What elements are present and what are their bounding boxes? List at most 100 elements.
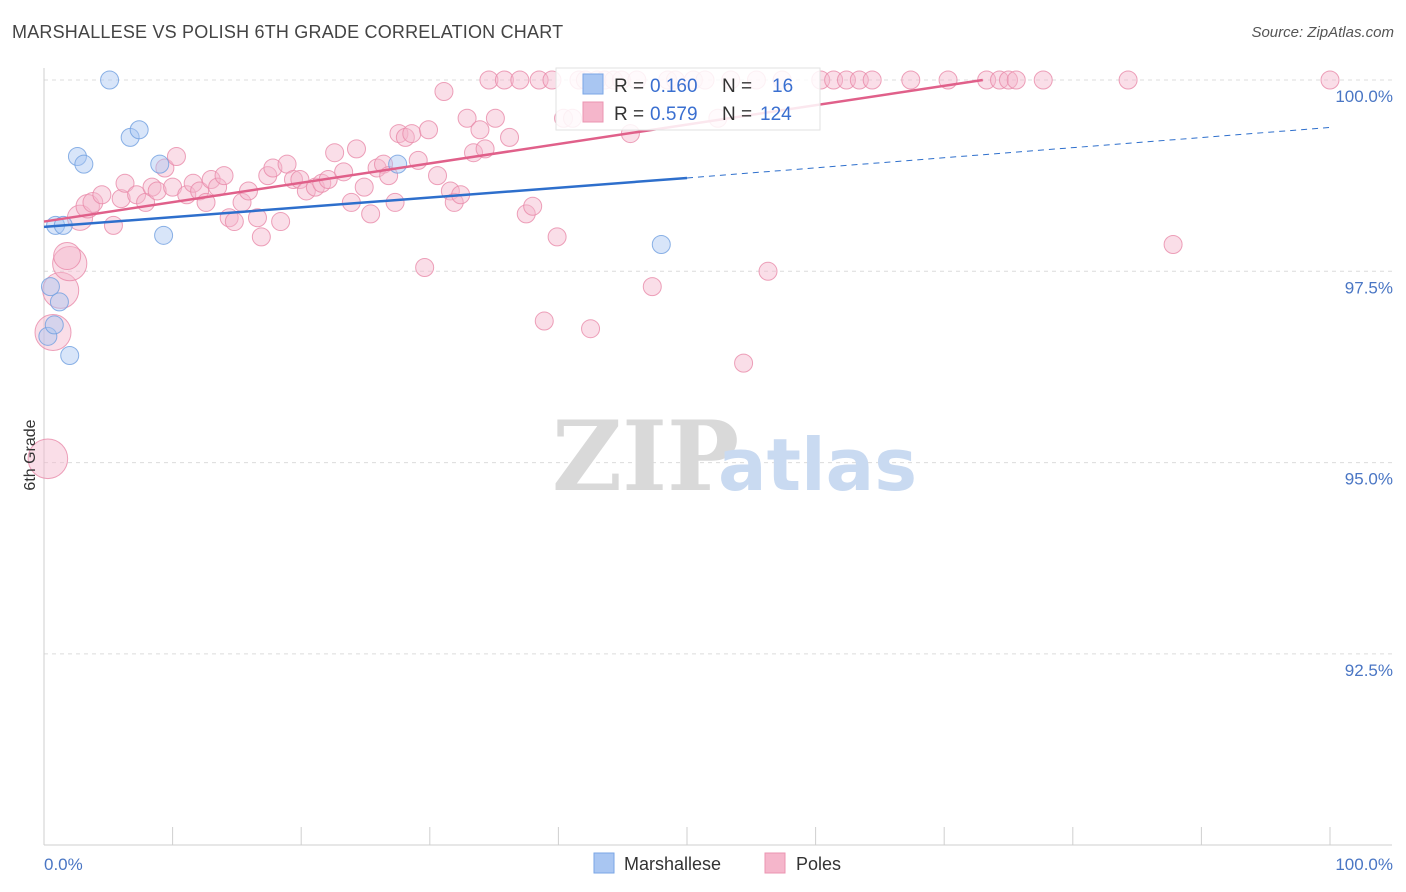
point-poles [479, 70, 499, 90]
point-marshallese [100, 70, 120, 90]
point-marshallese [74, 154, 94, 174]
stats-r-label-poles: R = [614, 104, 644, 125]
point-poles [155, 158, 175, 178]
point-poles [901, 70, 921, 90]
point-poles [415, 257, 435, 277]
stats-box: R = 0.160 N = 16 R = 0.579 N = 124 [555, 67, 821, 131]
point-marshallese [388, 154, 408, 174]
point-poles [862, 70, 882, 90]
point-poles [52, 246, 88, 282]
point-marshallese [150, 154, 170, 174]
point-poles [642, 277, 662, 297]
stats-n-label-poles: N = [722, 104, 752, 125]
point-poles [111, 189, 131, 209]
watermark-zip: ZIP [552, 400, 739, 513]
trend-line-marshallese-extension [686, 126, 1331, 179]
point-poles [470, 120, 490, 140]
point-marshallese [67, 147, 87, 167]
legend: Marshallese Poles [593, 852, 841, 874]
watermark-atlas: atlas [718, 423, 917, 507]
point-poles [92, 185, 112, 205]
y-tick-label: 100.0% [1335, 87, 1393, 106]
point-poles [758, 261, 778, 281]
point-poles [27, 438, 69, 480]
stats-n-label-marshallese: N = [722, 76, 752, 97]
point-poles [346, 139, 366, 159]
point-poles [190, 181, 210, 201]
point-poles [183, 173, 203, 193]
trend-lines [43, 78, 1331, 229]
point-poles [214, 166, 234, 186]
point-marshallese [651, 235, 671, 255]
point-poles [1163, 235, 1183, 255]
point-poles [444, 192, 464, 212]
point-poles [485, 108, 505, 128]
point-poles [147, 181, 167, 201]
point-poles [325, 143, 345, 163]
y-tick-label: 92.5% [1345, 661, 1393, 680]
point-marshallese [40, 277, 60, 297]
point-poles [115, 173, 135, 193]
legend-swatch-marshallese [593, 852, 615, 874]
stats-n-value-marshallese: 16 [772, 76, 793, 97]
stats-n-value-poles: 124 [760, 104, 792, 125]
point-poles [201, 169, 221, 189]
point-poles [1006, 70, 1026, 90]
point-poles [271, 212, 291, 232]
point-marshallese [154, 225, 174, 245]
stats-r-value-poles: 0.579 [650, 104, 698, 125]
point-poles [1033, 70, 1053, 90]
point-poles [34, 314, 72, 352]
point-poles [103, 215, 123, 235]
legend-label-marshallese: Marshallese [624, 854, 721, 874]
point-poles [494, 70, 514, 90]
axes [43, 68, 1392, 846]
point-poles [534, 311, 554, 331]
y-axis-label: 6th Grade [22, 419, 39, 490]
stats-r-value-marshallese: 0.160 [650, 76, 698, 97]
point-marshallese [60, 345, 80, 365]
point-poles [516, 204, 536, 224]
point-poles [999, 70, 1018, 90]
y-tick-label: 95.0% [1345, 470, 1393, 489]
point-poles [428, 166, 448, 186]
point-marshallese [49, 292, 69, 312]
point-poles [263, 158, 283, 178]
point-poles [1320, 70, 1340, 90]
point-poles [457, 108, 477, 128]
point-poles [1118, 70, 1138, 90]
trend-line-marshallese [43, 176, 688, 229]
point-poles [581, 319, 601, 339]
point-poles [251, 227, 271, 247]
point-poles [142, 177, 162, 197]
source-label: Source: ZipAtlas.com [1251, 24, 1394, 41]
stats-swatch-poles [582, 101, 604, 123]
point-poles [547, 227, 567, 247]
point-poles [734, 353, 754, 373]
point-poles [510, 70, 530, 90]
point-marshallese [44, 315, 64, 335]
stats-r-label-marshallese: R = [614, 76, 644, 97]
point-poles [419, 120, 439, 140]
legend-label-poles: Poles [796, 854, 841, 874]
point-poles [247, 208, 267, 228]
x-tick-label: 0.0% [44, 855, 83, 874]
point-poles [523, 196, 543, 216]
watermark: ZIP atlas [552, 400, 917, 513]
point-poles [224, 212, 244, 232]
point-poles [434, 81, 454, 101]
point-poles [402, 124, 422, 144]
trend-line-poles [43, 78, 983, 223]
point-poles [354, 177, 374, 197]
point-poles [166, 147, 186, 167]
tick-labels: 100.0% 97.5% 95.0% 92.5% 0.0% 100.0% [44, 87, 1393, 874]
point-poles [53, 241, 82, 270]
point-poles [361, 204, 381, 224]
grid-lines [44, 79, 1392, 655]
point-marshallese [129, 120, 149, 140]
point-poles [385, 192, 405, 212]
chart-title: MARSHALLESE VS POLISH 6TH GRADE CORRELAT… [12, 22, 564, 42]
point-poles [500, 127, 520, 147]
x-tick-label: 100.0% [1335, 855, 1393, 874]
